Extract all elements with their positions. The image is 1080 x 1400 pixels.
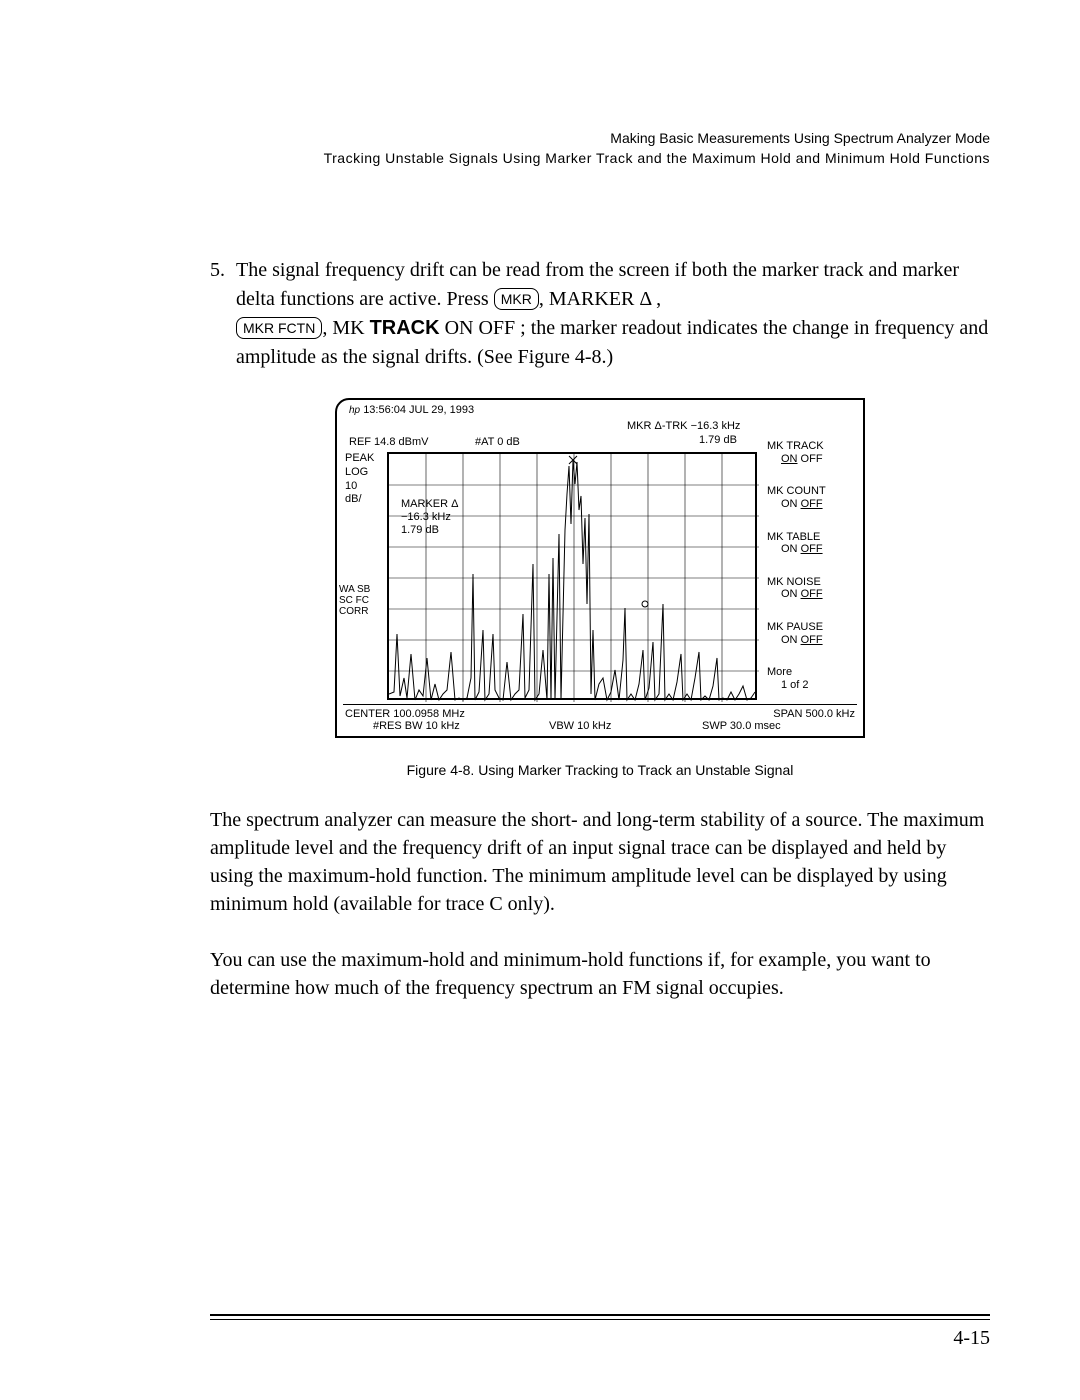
log-label: LOG bbox=[345, 466, 374, 480]
softkey-item: MK PAUSEON OFF bbox=[767, 621, 857, 646]
keycap-mkr-fctn: MKR FCTN bbox=[236, 317, 322, 339]
corr: CORR bbox=[339, 606, 370, 617]
step-number: 5. bbox=[210, 256, 236, 372]
marker-delta-amp: 1.79 dB bbox=[401, 524, 458, 537]
softkey-item: MK TABLEON OFF bbox=[767, 531, 857, 556]
wa-sb: WA SB bbox=[339, 584, 370, 595]
timestamp: 13:56:04 JUL 29, 1993 bbox=[363, 404, 474, 416]
softkey-item: MK NOISEON OFF bbox=[767, 576, 857, 601]
step-text-c: , MK bbox=[322, 317, 369, 339]
figure-caption: Figure 4-8. Using Marker Tracking to Tra… bbox=[335, 762, 865, 778]
marker-delta-label: MARKER Δ bbox=[401, 498, 458, 511]
ref-level: REF 14.8 dBmV bbox=[349, 436, 428, 448]
analyzer-screen: hp 13:56:04 JUL 29, 1993 MKR Δ-TRK −16.3… bbox=[335, 398, 865, 738]
paragraph-2: You can use the maximum-hold and minimum… bbox=[210, 946, 990, 1002]
attenuation: #AT 0 dB bbox=[475, 436, 520, 448]
running-header-line1: Making Basic Measurements Using Spectrum… bbox=[210, 130, 990, 146]
db-readout: 1.79 dB bbox=[699, 434, 737, 446]
span: SPAN 500.0 kHz bbox=[773, 708, 855, 720]
softkey-item: More1 of 2 bbox=[767, 666, 857, 691]
center-freq: CENTER 100.0958 MHz bbox=[345, 708, 465, 720]
softkey-item: MK COUNTON OFF bbox=[767, 485, 857, 510]
footer-rule bbox=[210, 1314, 990, 1316]
ten-label: 10 bbox=[345, 480, 374, 494]
hp-logo: hp bbox=[349, 405, 360, 416]
scale-labels: PEAK LOG 10 dB/ bbox=[345, 452, 374, 507]
trace-status: WA SB SC FC CORR bbox=[339, 584, 370, 617]
step-5: 5. The signal frequency drift can be rea… bbox=[210, 256, 990, 372]
softkey-menu: MK TRACKON OFF MK COUNTON OFF MK TABLEON O… bbox=[767, 440, 857, 712]
step-bold-track: TRACK bbox=[370, 317, 440, 339]
trace-chart: MARKER Δ −16.3 kHz 1.79 dB bbox=[387, 452, 757, 700]
marker-delta-readout: MARKER Δ −16.3 kHz 1.79 dB bbox=[401, 498, 458, 538]
dbdiv-label: dB/ bbox=[345, 493, 374, 507]
keycap-mkr: MKR bbox=[494, 288, 539, 310]
sweep: SWP 30.0 msec bbox=[702, 720, 855, 732]
peak-label: PEAK bbox=[345, 452, 374, 466]
footer-rule-thin bbox=[210, 1319, 990, 1320]
page-number: 4-15 bbox=[953, 1327, 990, 1350]
figure-4-8: hp 13:56:04 JUL 29, 1993 MKR Δ-TRK −16.3… bbox=[335, 398, 865, 778]
paragraph-1: The spectrum analyzer can measure the sh… bbox=[210, 806, 990, 918]
res-bw: #RES BW 10 kHz bbox=[345, 720, 549, 732]
step-text-b: , MARKER Δ , bbox=[539, 288, 661, 310]
softkey-item: MK TRACKON OFF bbox=[767, 440, 857, 465]
marker-delta-freq: −16.3 kHz bbox=[401, 511, 458, 524]
running-header-line2: Tracking Unstable Signals Using Marker T… bbox=[210, 150, 990, 166]
mkr-trk-readout: MKR Δ-TRK −16.3 kHz bbox=[627, 420, 740, 432]
sc-fc: SC FC bbox=[339, 595, 370, 606]
vbw: VBW 10 kHz bbox=[549, 720, 702, 732]
